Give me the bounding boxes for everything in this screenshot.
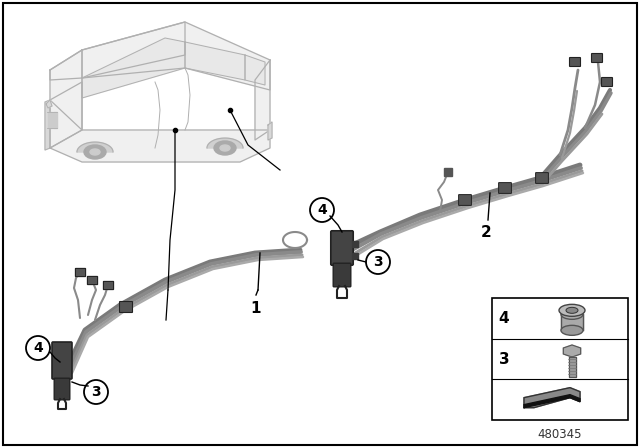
Polygon shape [82, 38, 185, 98]
Ellipse shape [90, 149, 100, 155]
Circle shape [84, 380, 108, 404]
Polygon shape [46, 100, 52, 108]
Polygon shape [255, 60, 270, 140]
Polygon shape [48, 112, 52, 128]
Polygon shape [352, 241, 358, 247]
Polygon shape [53, 112, 57, 128]
Text: 3: 3 [91, 385, 101, 399]
Ellipse shape [220, 145, 230, 151]
Polygon shape [103, 281, 113, 289]
Circle shape [26, 336, 50, 360]
Polygon shape [185, 42, 245, 80]
Circle shape [366, 250, 390, 274]
Text: 3: 3 [373, 255, 383, 269]
Text: 2: 2 [481, 224, 492, 240]
FancyBboxPatch shape [331, 231, 353, 265]
FancyBboxPatch shape [602, 78, 612, 86]
Ellipse shape [566, 307, 578, 313]
Polygon shape [87, 276, 97, 284]
Text: 3: 3 [499, 352, 509, 366]
Polygon shape [268, 122, 272, 140]
Polygon shape [50, 50, 82, 130]
FancyBboxPatch shape [459, 194, 472, 205]
Ellipse shape [84, 145, 106, 159]
Polygon shape [568, 357, 575, 377]
Polygon shape [352, 253, 358, 259]
Polygon shape [50, 22, 185, 80]
Polygon shape [77, 142, 113, 152]
Polygon shape [45, 100, 50, 150]
FancyBboxPatch shape [570, 57, 580, 66]
Polygon shape [444, 168, 452, 176]
Polygon shape [75, 268, 85, 276]
FancyBboxPatch shape [333, 263, 351, 287]
FancyBboxPatch shape [52, 342, 72, 379]
Text: 4: 4 [33, 341, 43, 355]
Ellipse shape [214, 141, 236, 155]
Polygon shape [524, 388, 580, 408]
FancyBboxPatch shape [591, 53, 602, 63]
Bar [492, 298, 628, 420]
Ellipse shape [561, 309, 583, 319]
Text: 4: 4 [317, 203, 327, 217]
Circle shape [310, 198, 334, 222]
Polygon shape [524, 395, 580, 408]
Polygon shape [50, 82, 82, 148]
Polygon shape [207, 138, 243, 148]
Ellipse shape [559, 304, 585, 316]
Polygon shape [82, 22, 270, 90]
Text: 4: 4 [499, 311, 509, 326]
Ellipse shape [561, 325, 583, 336]
FancyBboxPatch shape [120, 302, 132, 313]
Polygon shape [561, 314, 583, 330]
Text: 1: 1 [251, 301, 261, 315]
FancyBboxPatch shape [54, 378, 70, 400]
Polygon shape [245, 55, 265, 85]
Text: 480345: 480345 [538, 427, 582, 440]
Polygon shape [50, 130, 270, 162]
FancyBboxPatch shape [499, 183, 511, 194]
FancyBboxPatch shape [536, 172, 548, 183]
Polygon shape [563, 345, 580, 357]
